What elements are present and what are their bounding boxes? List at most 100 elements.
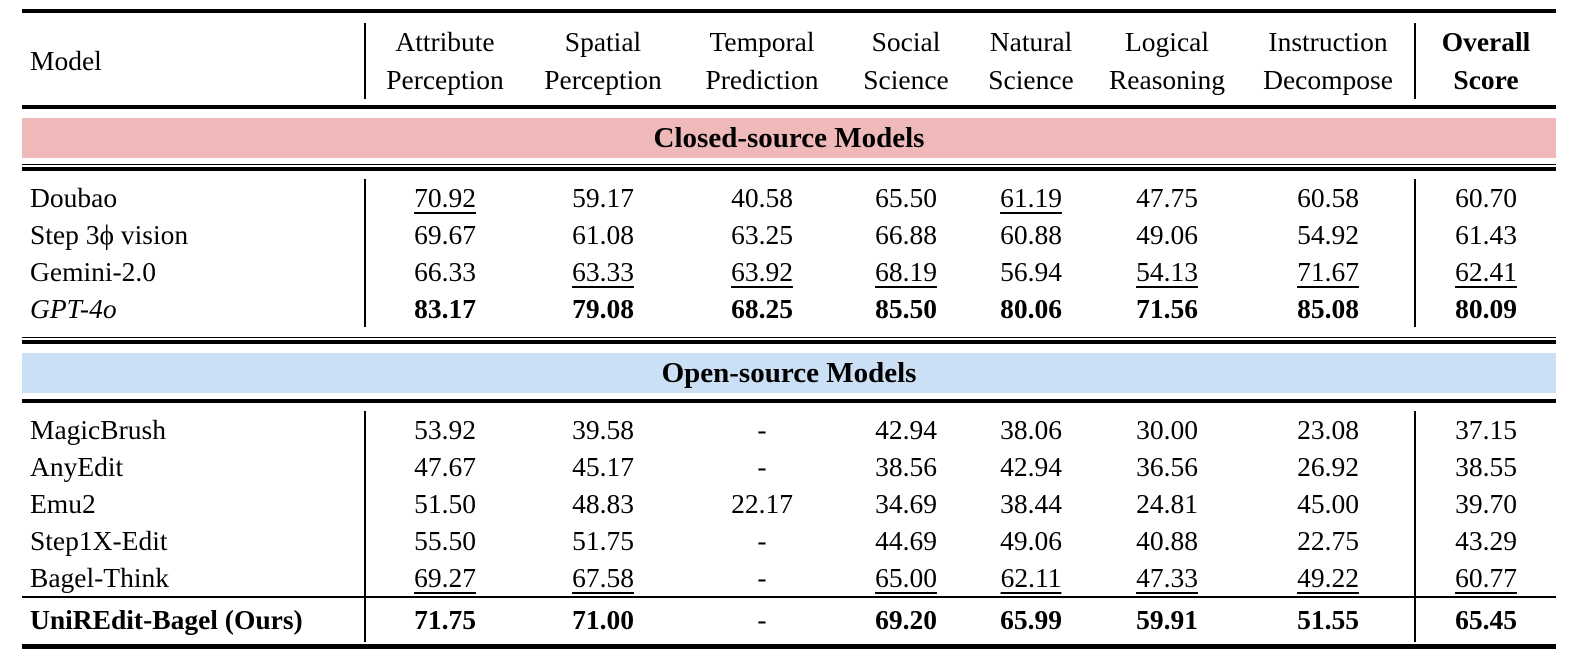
score-cell: 60.88	[970, 216, 1092, 253]
results-table: Model Attribute Perception Spatial Perceptio…	[22, 9, 1556, 649]
header-line1: Spatial	[564, 26, 642, 57]
score-cell: 40.88	[1092, 522, 1242, 559]
overall-score-cell: 60.70	[1414, 179, 1556, 216]
header-model-label: Model	[22, 23, 366, 99]
score-cell: 47.33	[1092, 559, 1242, 596]
score-cell: 38.56	[842, 448, 970, 485]
score-cell: 40.58	[682, 179, 842, 216]
header-line2: Prediction	[705, 64, 819, 95]
model-name-cell: Gemini-2.0	[22, 253, 366, 290]
score-cell: 61.08	[524, 216, 682, 253]
score-cell: 49.06	[1092, 216, 1242, 253]
score-value: 38.55	[1455, 451, 1517, 482]
score-cell: 51.50	[366, 485, 524, 522]
score-value: 71.67	[1297, 256, 1359, 287]
score-cell: 55.50	[366, 522, 524, 559]
score-value: 60.58	[1297, 182, 1359, 213]
score-value: -	[757, 604, 767, 635]
score-cell: 39.58	[524, 411, 682, 448]
score-value: 42.94	[875, 414, 937, 445]
score-cell: 54.92	[1242, 216, 1414, 253]
score-cell: 69.20	[842, 596, 970, 642]
score-value: 67.58	[572, 562, 634, 593]
score-value: 51.55	[1297, 604, 1359, 635]
score-value: 70.92	[414, 182, 476, 213]
score-value: 79.08	[572, 293, 634, 324]
score-cell: 47.67	[366, 448, 524, 485]
score-value: 47.75	[1136, 182, 1198, 213]
header-line1: Overall	[1441, 26, 1531, 57]
header-bottom-rule	[22, 105, 1556, 109]
score-cell: 63.33	[524, 253, 682, 290]
bottom-rule	[22, 644, 1556, 649]
score-value: 65.50	[875, 182, 937, 213]
score-cell: 45.17	[524, 448, 682, 485]
score-value: 44.69	[875, 525, 937, 556]
rule-between-sections	[22, 337, 1556, 344]
score-value: 71.75	[414, 604, 476, 635]
overall-score-cell: 62.41	[1414, 253, 1556, 290]
score-cell: 71.75	[366, 596, 524, 642]
score-value: 63.92	[731, 256, 793, 287]
overall-score-cell: 65.45	[1414, 596, 1556, 642]
score-value: 85.50	[875, 293, 937, 324]
header-line2: Science	[988, 64, 1074, 95]
score-value: 69.20	[875, 604, 937, 635]
score-value: 34.69	[875, 488, 937, 519]
score-cell: 71.67	[1242, 253, 1414, 290]
score-cell: 38.06	[970, 411, 1092, 448]
score-value: 61.08	[572, 219, 634, 250]
table-row: Emu2 51.50 48.83 22.17 34.69 38.44 24.81 45.00 3…	[22, 485, 1556, 522]
header-line2: Science	[863, 64, 949, 95]
score-value: 42.94	[1000, 451, 1062, 482]
score-value: 40.58	[731, 182, 793, 213]
score-value: 66.88	[875, 219, 937, 250]
score-value: 47.33	[1136, 562, 1198, 593]
score-cell: 59.91	[1092, 596, 1242, 642]
header-column-social: Social Science	[842, 23, 970, 99]
header-line1: Attribute	[395, 26, 495, 57]
score-cell: 66.33	[366, 253, 524, 290]
score-cell: 69.67	[366, 216, 524, 253]
score-cell: 30.00	[1092, 411, 1242, 448]
overall-score-cell: 60.77	[1414, 559, 1556, 596]
score-value: 51.50	[414, 488, 476, 519]
score-cell: 85.50	[842, 290, 970, 327]
score-cell: -	[682, 411, 842, 448]
table-row: MagicBrush 53.92 39.58 - 42.94 38.06 30.00 23.0…	[22, 411, 1556, 448]
score-value: 85.08	[1297, 293, 1359, 324]
header-column-instruction: Instruction Decompose	[1242, 23, 1414, 99]
header-line2: Perception	[386, 64, 504, 95]
model-name-cell: Emu2	[22, 485, 366, 522]
score-cell: 38.44	[970, 485, 1092, 522]
score-value: 83.17	[414, 293, 476, 324]
score-value: 56.94	[1000, 256, 1062, 287]
header-line1: Logical	[1125, 26, 1209, 57]
score-cell: -	[682, 448, 842, 485]
score-value: 38.06	[1000, 414, 1062, 445]
overall-score-cell: 43.29	[1414, 522, 1556, 559]
score-cell: 67.58	[524, 559, 682, 596]
score-value: 39.70	[1455, 488, 1517, 519]
score-value: 49.06	[1000, 525, 1062, 556]
overall-score-cell: 61.43	[1414, 216, 1556, 253]
overall-score-cell: 37.15	[1414, 411, 1556, 448]
score-cell: 65.50	[842, 179, 970, 216]
header-line2: Perception	[544, 64, 662, 95]
score-value: 65.45	[1455, 604, 1517, 635]
model-name-cell: Step1X-Edit	[22, 522, 366, 559]
score-cell: 61.19	[970, 179, 1092, 216]
score-cell: 59.17	[524, 179, 682, 216]
section-rows: MagicBrush 53.92 39.58 - 42.94 38.06 30.00 23.0…	[22, 403, 1556, 644]
model-name-cell: UniREdit-Bagel (Ours)	[22, 596, 366, 642]
overall-score-cell: 39.70	[1414, 485, 1556, 522]
table-header-row: Model Attribute Perception Spatial Perceptio…	[22, 13, 1556, 105]
score-cell: 79.08	[524, 290, 682, 327]
score-cell: 49.06	[970, 522, 1092, 559]
section-band-open-source: Open-source Models	[22, 353, 1556, 393]
table-row: GPT-4o 83.17 79.08 68.25 85.50 80.06 71.56 85.0…	[22, 290, 1556, 327]
score-cell: 34.69	[842, 485, 970, 522]
section-band-closed-source: Closed-source Models	[22, 118, 1556, 158]
section-band-wrap: Closed-source Models	[22, 109, 1556, 164]
